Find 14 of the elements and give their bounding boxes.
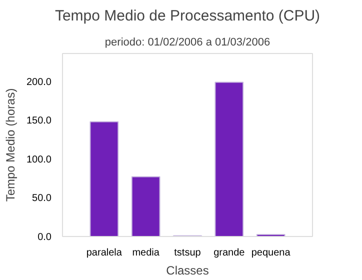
chart-subtitle: periodo: 01/02/2006 a 01/03/2006 bbox=[104, 36, 270, 48]
y-tick-label: 0.0 bbox=[38, 232, 52, 243]
chart-title: Tempo Medio de Processamento (CPU) bbox=[54, 8, 320, 24]
y-axis-title: Tempo Medio (horas) bbox=[3, 88, 18, 202]
y-tick-label: 100.0 bbox=[26, 154, 52, 166]
y-tick-label: 50.0 bbox=[32, 193, 52, 204]
y-tick-label: 200.0 bbox=[26, 76, 52, 88]
x-axis-title: Classes bbox=[166, 264, 209, 278]
x-tick-label: paralela bbox=[86, 248, 122, 258]
x-tick-label: tstsup bbox=[174, 248, 202, 258]
x-tick-label: grande bbox=[214, 248, 246, 258]
x-tick-label: pequena bbox=[251, 248, 291, 258]
x-tick-label: media bbox=[132, 248, 160, 258]
y-tick-label: 150.0 bbox=[26, 116, 52, 127]
